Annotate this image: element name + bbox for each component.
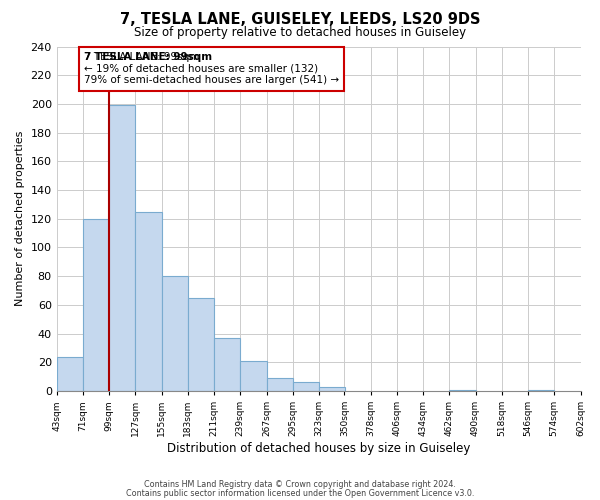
Text: 7 TESLA LANE: 99sqm
← 19% of detached houses are smaller (132)
79% of semi-detac: 7 TESLA LANE: 99sqm ← 19% of detached ho… xyxy=(84,52,339,86)
Bar xyxy=(83,219,109,391)
Text: Contains public sector information licensed under the Open Government Licence v3: Contains public sector information licen… xyxy=(126,488,474,498)
Bar xyxy=(528,390,554,391)
Bar xyxy=(319,386,345,391)
Bar xyxy=(293,382,319,391)
Bar xyxy=(214,338,241,391)
Bar xyxy=(188,298,214,391)
Bar xyxy=(161,276,188,391)
Bar xyxy=(56,356,83,391)
Bar xyxy=(241,361,266,391)
Bar xyxy=(266,378,293,391)
Bar xyxy=(136,212,161,391)
Text: 7 TESLA LANE: 99sqm: 7 TESLA LANE: 99sqm xyxy=(84,52,212,62)
Bar xyxy=(449,390,476,391)
Bar xyxy=(109,106,136,391)
Text: Contains HM Land Registry data © Crown copyright and database right 2024.: Contains HM Land Registry data © Crown c… xyxy=(144,480,456,489)
Text: 7, TESLA LANE, GUISELEY, LEEDS, LS20 9DS: 7, TESLA LANE, GUISELEY, LEEDS, LS20 9DS xyxy=(120,12,480,28)
Y-axis label: Number of detached properties: Number of detached properties xyxy=(15,131,25,306)
Text: Size of property relative to detached houses in Guiseley: Size of property relative to detached ho… xyxy=(134,26,466,39)
X-axis label: Distribution of detached houses by size in Guiseley: Distribution of detached houses by size … xyxy=(167,442,470,455)
